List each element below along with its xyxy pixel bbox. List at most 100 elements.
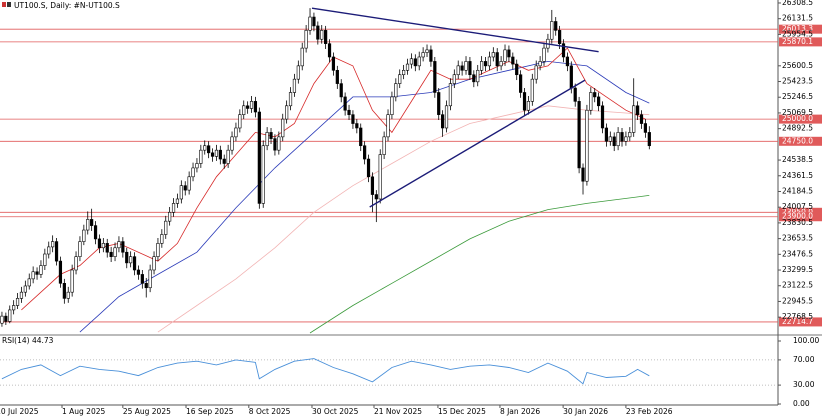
candle-body xyxy=(522,92,527,111)
candle-body xyxy=(515,63,519,76)
candle-body xyxy=(214,149,219,157)
candle-body xyxy=(74,256,78,271)
candle-body xyxy=(273,138,277,151)
icon xyxy=(2,2,6,7)
level-label: 25870.1 xyxy=(782,37,813,46)
candle-body xyxy=(93,225,98,240)
rsi-line xyxy=(1,358,650,385)
candle-body xyxy=(429,49,433,62)
candle-body xyxy=(285,105,289,120)
y-tick-label: 0.00 xyxy=(793,399,810,408)
candle-body xyxy=(320,30,324,40)
candle-body xyxy=(632,105,636,133)
candle-body xyxy=(203,145,207,151)
candle-body xyxy=(437,92,441,115)
candle-body xyxy=(378,154,382,200)
candle-body xyxy=(144,282,148,289)
candle-body xyxy=(593,92,597,98)
y-tick-label: 24007.5 xyxy=(782,202,813,211)
candle-body xyxy=(43,253,47,266)
x-tick-label: 25 Aug 2025 xyxy=(123,407,171,416)
candle-body xyxy=(499,61,503,67)
candle-body xyxy=(281,118,285,138)
x-tick-label: 8 Jan 2026 xyxy=(500,407,540,416)
level-label: 24750.0 xyxy=(782,136,813,145)
candle-body xyxy=(308,16,312,31)
candle-body xyxy=(140,274,144,284)
candle-body xyxy=(643,123,648,133)
candle-body xyxy=(82,229,86,242)
candle-body xyxy=(476,69,480,83)
candle-body xyxy=(448,83,453,107)
candle-body xyxy=(335,69,339,84)
candle-body xyxy=(507,49,511,58)
candle-body xyxy=(257,111,261,204)
candle-body xyxy=(125,251,129,264)
candle-body xyxy=(495,52,499,67)
candle-body xyxy=(561,43,566,58)
y-tick-label: 26131.5 xyxy=(782,14,813,23)
y-tick-label: 23653.5 xyxy=(782,234,813,243)
candle-body xyxy=(23,285,27,293)
candle-body xyxy=(230,136,234,151)
candle-body xyxy=(164,220,168,235)
candle-body xyxy=(573,87,577,102)
candle-body xyxy=(136,269,141,275)
candle-body xyxy=(331,56,336,71)
candle-body xyxy=(58,260,63,284)
level-label-box xyxy=(779,114,822,124)
candle-body xyxy=(359,127,363,147)
level-label: 26013.3 xyxy=(782,24,813,33)
candle-body xyxy=(8,309,12,322)
candle-body xyxy=(261,145,265,204)
level-label: 23900.0 xyxy=(782,212,813,221)
candle-body xyxy=(382,136,386,155)
y-tick-label: 24892.5 xyxy=(782,124,813,133)
candle-body xyxy=(530,78,534,102)
candle-body xyxy=(370,176,375,195)
level-label-box xyxy=(779,37,822,47)
candle-body xyxy=(487,56,492,67)
candle-body xyxy=(156,243,160,257)
candle-body xyxy=(647,132,651,147)
y-tick-label: 25954.5 xyxy=(782,29,813,38)
candle-body xyxy=(472,74,476,83)
level-label: 23950.0 xyxy=(782,207,813,216)
y-tick-label: 23830.5 xyxy=(782,218,813,227)
candle-body xyxy=(585,109,589,182)
candle-body xyxy=(639,114,644,124)
candle-body xyxy=(628,132,632,138)
y-tick-label: 70.00 xyxy=(793,355,815,364)
level-label-box xyxy=(779,24,822,34)
candle-body xyxy=(312,16,316,27)
candle-body xyxy=(35,271,39,275)
candle-body xyxy=(132,256,137,271)
trendline xyxy=(369,79,586,208)
candle-body xyxy=(394,83,398,98)
candle-body xyxy=(218,149,222,160)
candle-body xyxy=(398,74,402,84)
candle-body xyxy=(175,198,180,204)
y-tick-label: 25069.5 xyxy=(782,108,813,117)
candle-body xyxy=(109,251,113,257)
candle-body xyxy=(444,105,449,129)
candle-body xyxy=(565,56,570,67)
x-tick-label: 10 Jul 2025 xyxy=(0,407,39,416)
candle-body xyxy=(636,105,640,115)
x-tick-label: 15 Dec 2025 xyxy=(438,407,486,416)
candle-body xyxy=(39,265,43,275)
candle-body xyxy=(569,65,573,89)
candle-body xyxy=(179,185,183,200)
candle-body xyxy=(425,49,429,53)
candle-body xyxy=(324,30,328,44)
candle-body xyxy=(405,63,410,71)
candle-body xyxy=(468,61,472,76)
candle-body xyxy=(113,247,117,257)
candle-body xyxy=(269,132,273,139)
candle-body xyxy=(47,246,51,255)
y-tick-label: 30.00 xyxy=(793,380,815,389)
candle-body xyxy=(234,127,238,138)
candle-body xyxy=(620,132,624,142)
